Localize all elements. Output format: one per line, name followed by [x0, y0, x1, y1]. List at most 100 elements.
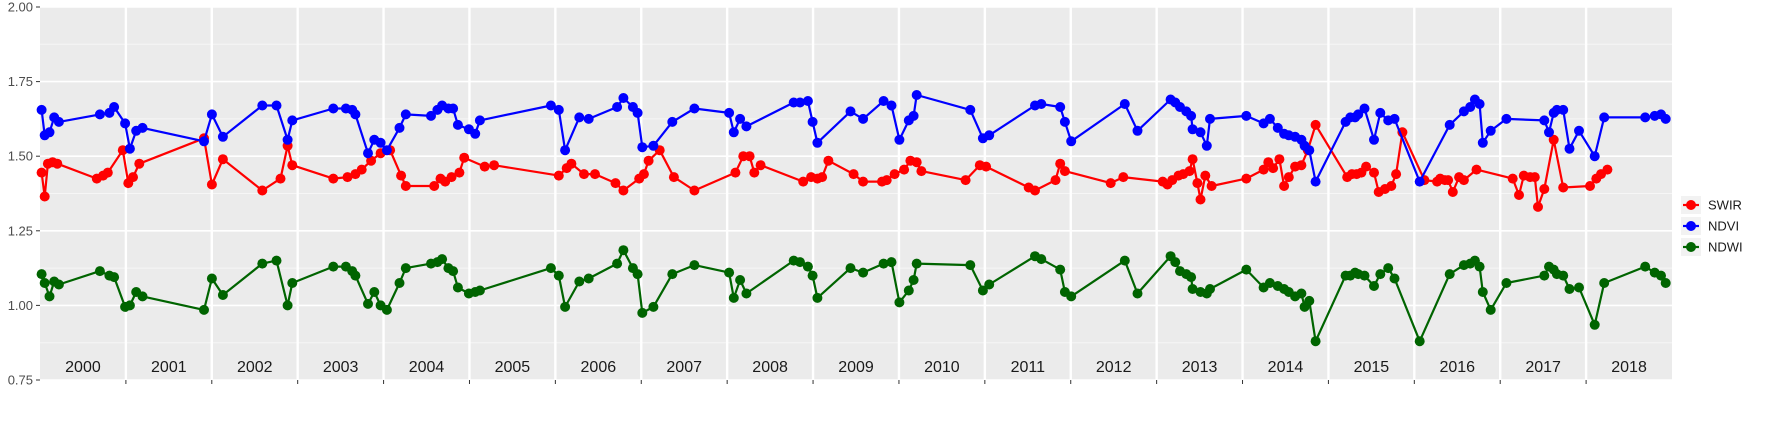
- year-labels: 2000 2001 2002 2003 2004 2005 2006 2007 2008 2009…: [65, 359, 1647, 376]
- data-point-swir: [1548, 134, 1559, 145]
- data-point-swir: [1458, 175, 1469, 186]
- data-point-ndvi: [470, 128, 481, 139]
- data-point-ndvi: [812, 137, 823, 148]
- data-point-ndvi: [1389, 113, 1400, 124]
- data-point-ndvi: [1304, 145, 1315, 156]
- data-point-ndvi: [137, 122, 148, 133]
- data-point-ndvi: [1353, 109, 1364, 120]
- data-point-ndvi: [1477, 137, 1488, 148]
- year-label: 2001: [151, 359, 187, 376]
- data-point-ndvi: [858, 113, 869, 124]
- legend-entry-swir: SWIR: [1681, 196, 1742, 214]
- data-point-ndwi: [878, 258, 889, 269]
- year-label: 2004: [409, 359, 445, 376]
- data-point-swir: [579, 169, 589, 180]
- data-point-ndwi: [1574, 282, 1584, 293]
- legend-label: SWIR: [1708, 198, 1742, 213]
- data-point-ndwi: [452, 282, 463, 293]
- year-label: 2015: [1354, 359, 1390, 376]
- legend-key-point: [1686, 221, 1696, 231]
- data-point-ndwi: [574, 276, 585, 287]
- data-point-ndwi: [632, 269, 643, 280]
- data-point-swir: [889, 169, 900, 180]
- data-point-swir: [730, 167, 741, 178]
- data-point-ndwi: [724, 267, 735, 278]
- data-point-ndwi: [1485, 304, 1496, 315]
- data-point-ndwi: [350, 270, 361, 281]
- data-point-ndwi: [109, 272, 120, 283]
- data-point-ndvi: [1444, 119, 1455, 130]
- data-point-ndvi: [363, 148, 373, 159]
- data-point-ndvi: [984, 130, 995, 141]
- data-point-ndwi: [124, 300, 135, 311]
- data-point-ndvi: [1599, 112, 1610, 123]
- data-point-ndwi: [965, 260, 976, 271]
- data-point-ndvi: [271, 100, 282, 111]
- data-point-ndvi: [689, 103, 700, 114]
- data-point-ndwi: [1444, 269, 1455, 280]
- data-point-swir: [817, 172, 828, 183]
- data-point-ndvi: [1501, 113, 1512, 124]
- data-point-ndvi: [1589, 151, 1600, 162]
- data-point-ndwi: [1389, 273, 1400, 284]
- data-point-ndvi: [452, 119, 463, 130]
- data-point-ndwi: [1369, 281, 1379, 291]
- data-point-ndvi: [795, 97, 805, 108]
- data-point-swir: [446, 172, 457, 183]
- year-label: 2009: [838, 359, 874, 376]
- data-point-ndwi: [271, 255, 282, 266]
- data-point-ndwi: [328, 261, 339, 272]
- data-point-swir: [744, 151, 755, 162]
- data-point-ndvi: [911, 90, 922, 100]
- data-point-ndwi: [667, 269, 678, 280]
- data-point-ndvi: [400, 109, 411, 120]
- data-point-ndvi: [545, 100, 556, 111]
- legend-label: NDVI: [1708, 219, 1739, 234]
- data-point-ndwi: [802, 261, 813, 272]
- data-point-swir: [1268, 163, 1279, 174]
- data-point-swir: [1030, 185, 1040, 196]
- data-point-swir: [1055, 158, 1066, 169]
- data-point-ndvi: [1660, 113, 1671, 124]
- grid-lines: [40, 6, 1672, 384]
- data-point-ndwi: [583, 273, 594, 284]
- data-point-ndvi: [1465, 102, 1476, 112]
- data-point-ndvi: [1640, 112, 1651, 123]
- data-point-swir: [39, 191, 50, 202]
- year-label: 2018: [1611, 359, 1647, 376]
- data-point-swir: [128, 172, 138, 183]
- data-point-ndwi: [137, 291, 148, 302]
- data-point-swir: [1184, 166, 1195, 177]
- data-point-ndwi: [903, 285, 914, 296]
- data-point-ndvi: [735, 113, 746, 124]
- data-point-swir: [479, 161, 490, 172]
- data-point-ndvi: [53, 116, 64, 127]
- data-point-swir: [217, 154, 228, 165]
- data-point-swir: [1447, 187, 1458, 197]
- data-point-swir: [610, 178, 621, 189]
- data-point-swir: [396, 170, 407, 181]
- data-point-swir: [400, 181, 411, 191]
- data-point-ndvi: [36, 104, 47, 115]
- data-point-ndwi: [1383, 263, 1394, 274]
- data-point-swir: [275, 173, 286, 184]
- data-point-ndwi: [1036, 254, 1047, 265]
- data-point-ndwi: [894, 297, 905, 308]
- data-point-ndvi: [1539, 115, 1550, 126]
- data-point-ndvi: [845, 106, 856, 117]
- data-point-ndvi: [894, 134, 905, 145]
- data-point-ndwi: [53, 279, 64, 290]
- data-point-ndvi: [1132, 125, 1143, 136]
- data-point-swir: [1118, 172, 1129, 183]
- data-point-ndvi: [1059, 116, 1070, 127]
- data-point-ndvi: [618, 93, 629, 103]
- data-point-ndvi: [394, 122, 405, 133]
- data-point-ndvi: [1359, 103, 1370, 114]
- data-point-swir: [1585, 181, 1595, 191]
- data-point-ndwi: [1564, 284, 1575, 294]
- data-point-ndwi: [199, 304, 209, 315]
- data-point-swir: [618, 185, 629, 196]
- data-point-ndvi: [878, 96, 889, 106]
- data-point-ndwi: [206, 273, 217, 284]
- data-point-ndwi: [1304, 295, 1315, 306]
